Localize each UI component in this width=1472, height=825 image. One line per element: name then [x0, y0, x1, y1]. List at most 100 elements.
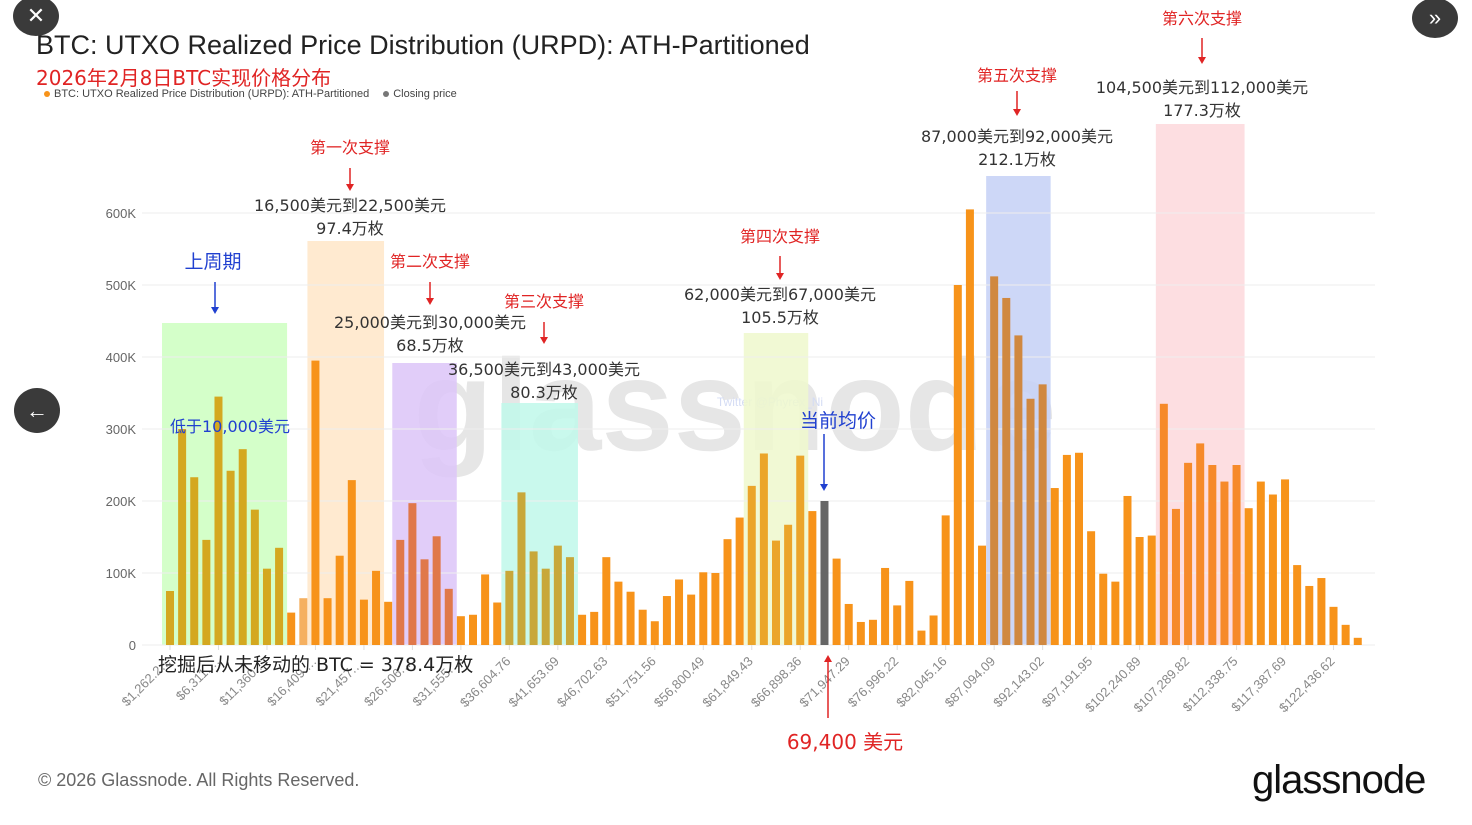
bar	[444, 588, 453, 645]
bar	[784, 524, 793, 645]
bar	[456, 616, 465, 645]
x-tick-label: $71,947.29	[796, 654, 853, 711]
bar	[893, 605, 902, 645]
bar	[1244, 508, 1253, 645]
bar	[808, 511, 817, 645]
bar	[1159, 403, 1168, 645]
bar	[614, 581, 623, 645]
bar	[856, 621, 865, 645]
bar	[553, 545, 562, 645]
legend-dot-urpd	[44, 91, 50, 98]
bar	[565, 557, 574, 645]
legend-item-closing[interactable]: Closing price	[383, 88, 457, 100]
back-button[interactable]: ←	[14, 388, 60, 433]
x-tick-label: $92,143.02	[990, 654, 1047, 711]
arrow-support-2-head	[426, 298, 434, 305]
arrow-support-1-head	[346, 184, 354, 191]
bar	[384, 601, 393, 645]
bar	[723, 539, 732, 645]
bar	[505, 570, 514, 645]
bar	[299, 598, 308, 645]
bar	[844, 603, 853, 645]
zone-support-3	[501, 403, 578, 645]
y-tick-label: 100K	[106, 566, 137, 581]
arrow-support-3-head	[540, 337, 548, 344]
close-icon: ✕	[26, 3, 46, 28]
annotation-support-2-label: 第二次支撑	[390, 252, 470, 271]
bar	[250, 509, 259, 645]
bar	[602, 557, 611, 645]
annotation-support-6-amount: 177.3万枚	[1163, 101, 1241, 120]
bar	[1184, 462, 1193, 645]
bar	[1293, 565, 1302, 645]
annotation-current-avg-label: 当前均价	[800, 410, 876, 432]
bar	[1305, 585, 1314, 645]
bar	[238, 449, 247, 645]
arrow-support-4-head	[776, 273, 784, 280]
bar	[214, 396, 223, 645]
bar	[1329, 606, 1338, 645]
annotation-support-5-label: 第五次支撑	[977, 66, 1057, 85]
bar	[1317, 578, 1326, 645]
bar	[1147, 535, 1156, 645]
arrow-support-6-head	[1198, 57, 1206, 64]
bar	[166, 591, 174, 645]
legend-item-urpd[interactable]: BTC: UTXO Realized Price Distribution (U…	[44, 88, 369, 100]
bar	[1353, 637, 1362, 645]
bar	[275, 547, 284, 645]
bar	[311, 360, 320, 645]
bar	[481, 574, 490, 645]
arrow-previous-cycle-head	[211, 307, 219, 314]
bar	[1075, 452, 1083, 645]
x-tick-label: $82,045.16	[893, 654, 950, 711]
bar	[262, 568, 271, 645]
y-tick-label: 200K	[106, 494, 137, 509]
next-button[interactable]: »	[1412, 0, 1458, 38]
bar	[832, 558, 841, 645]
bar	[287, 612, 296, 645]
bar	[941, 515, 950, 645]
bar	[638, 609, 647, 645]
bar	[1232, 465, 1241, 645]
y-tick-label: 400K	[106, 350, 137, 365]
x-tick-label: $46,702.63	[554, 654, 611, 711]
bar	[905, 580, 914, 645]
bar	[226, 470, 235, 645]
bar	[662, 596, 671, 645]
bar	[881, 567, 890, 645]
chart-title: BTC: UTXO Realized Price Distribution (U…	[36, 30, 810, 60]
zone-support-1	[307, 241, 385, 645]
bar	[917, 630, 926, 645]
bar	[202, 539, 211, 645]
annotation-support-2-amount: 68.5万枚	[396, 336, 464, 355]
bar	[1135, 537, 1144, 645]
bar	[772, 540, 780, 645]
bar	[372, 570, 381, 645]
x-tick-label: $51,751.56	[602, 654, 659, 711]
bar	[978, 545, 987, 645]
bar	[1111, 581, 1120, 645]
annotation-support-4-amount: 105.5万枚	[741, 308, 819, 327]
y-tick-label: 0	[129, 638, 136, 653]
bar	[687, 594, 696, 645]
x-tick-label: $41,653.69	[505, 654, 562, 711]
annotation-support-3-amount: 80.3万枚	[510, 383, 578, 402]
bar	[541, 568, 550, 645]
bar	[396, 539, 405, 645]
chart-legend: BTC: UTXO Realized Price Distribution (U…	[44, 88, 457, 100]
closing-price-bar	[820, 501, 829, 645]
x-tick-label: $66,898.36	[748, 654, 805, 711]
y-tick-label: 300K	[106, 422, 137, 437]
bar	[626, 591, 635, 645]
annotation-support-5-range: 87,000美元到92,000美元	[921, 127, 1113, 146]
bar	[1123, 495, 1132, 645]
annotation-support-6-range: 104,500美元到112,000美元	[1096, 78, 1308, 97]
bar	[650, 621, 659, 645]
bar	[190, 477, 199, 645]
bar	[1099, 573, 1108, 645]
close-button[interactable]: ✕	[13, 0, 59, 36]
bar	[1268, 494, 1277, 645]
bar	[1062, 454, 1071, 645]
x-tick-label: $87,094.09	[942, 654, 999, 711]
